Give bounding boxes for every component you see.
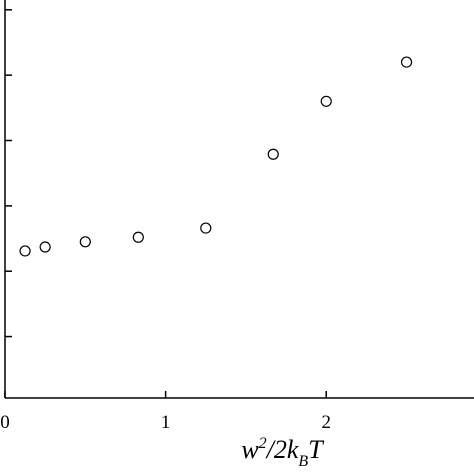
point	[132, 231, 144, 243]
x-axis-label-part: 2	[259, 435, 267, 452]
point	[19, 245, 31, 257]
point	[79, 236, 91, 248]
x-tick-label: 1	[161, 412, 171, 433]
point	[267, 148, 279, 160]
x-axis-label-part: T	[308, 435, 324, 464]
point	[400, 56, 413, 68]
x-axis-label-part: w	[241, 435, 259, 464]
x-tick-label: 0	[0, 412, 10, 433]
x-tick-label: 2	[321, 412, 331, 433]
point	[39, 241, 51, 253]
x-axis-label-part: /2k	[265, 435, 299, 464]
point	[320, 95, 332, 107]
x-axis-label: w2/2kBT	[241, 435, 324, 470]
x-axis-label-part: B	[298, 453, 308, 470]
point	[200, 222, 212, 234]
